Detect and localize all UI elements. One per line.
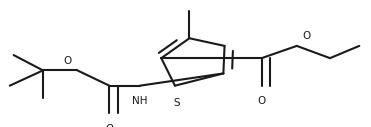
Text: NH: NH [132,96,148,106]
Text: O: O [105,124,114,127]
Text: S: S [174,98,180,108]
Text: O: O [257,96,266,106]
Text: O: O [63,56,72,66]
Text: O: O [303,31,311,41]
